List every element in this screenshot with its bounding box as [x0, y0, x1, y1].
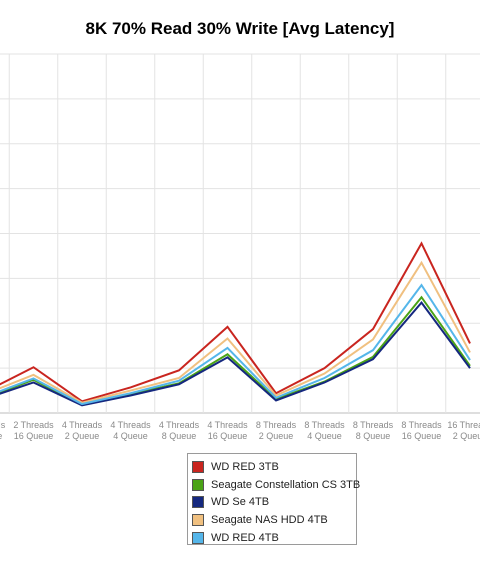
legend-item[interactable]: WD Se 4TB [192, 494, 356, 512]
grid [0, 53, 480, 414]
x-tick-label: 4 Threads 8 Queue [159, 420, 200, 441]
series-line-2 [0, 301, 471, 407]
x-tick-label: 8 Threads 16 Queue [401, 420, 442, 441]
legend-swatch [192, 514, 204, 527]
legend-label: WD RED 3TB [211, 460, 279, 473]
legend-label: WD Se 4TB [211, 496, 270, 509]
x-tick-label: 4 Threads 4 Queue [110, 420, 151, 441]
legend-swatch [192, 496, 204, 509]
legend-item[interactable]: Seagate NAS HDD 4TB [192, 511, 356, 529]
legend-label: Seagate Constellation CS 3TB [211, 478, 361, 491]
x-tick-label: 2 Threads 16 Queue [13, 420, 54, 441]
series-lines [0, 241, 471, 407]
legend-swatch [192, 460, 204, 473]
series-line-4 [0, 283, 471, 406]
x-tick-label: 4 Threads 2 Queue [62, 420, 103, 441]
x-tick-label: 8 Threads 2 Queue [256, 420, 297, 441]
legend: WD RED 3TB Seagate Constellation CS 3TB WD… [187, 453, 360, 547]
legend-item[interactable]: WD RED 3TB [192, 458, 356, 476]
legend-label: Seagate NAS HDD 4TB [211, 514, 328, 527]
legend-item[interactable]: Seagate Constellation CS 3TB [192, 476, 360, 494]
series-line-3 [0, 260, 471, 404]
x-tick-label: 8 Threads 8 Queue [353, 420, 394, 441]
x-tick-label: 4 Threads 16 Queue [207, 420, 248, 441]
series-line-0 [0, 241, 471, 403]
chart-title: 8K 70% Read 30% Write [Avg Latency] [85, 19, 395, 38]
legend-label: WD RED 4TB [211, 532, 279, 545]
legend-item[interactable]: WD RED 4TB [192, 529, 356, 547]
legend-swatch [192, 532, 204, 545]
x-tick-label: 8 Threads 4 Queue [304, 420, 345, 441]
legend-swatch [192, 478, 204, 491]
